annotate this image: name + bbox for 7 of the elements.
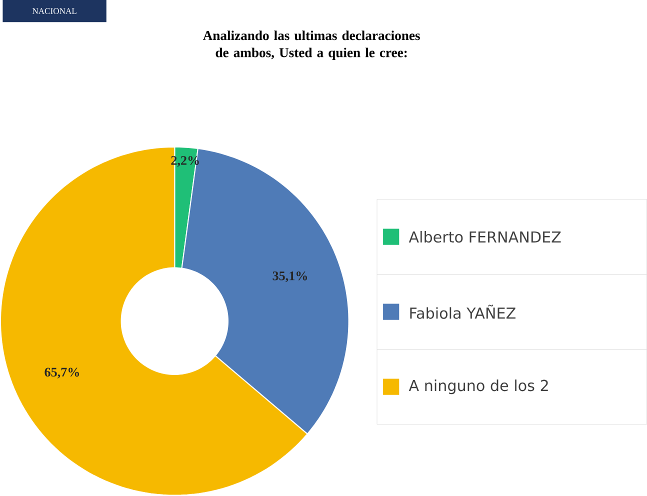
text: NACIONAL bbox=[32, 8, 76, 14]
legend-label: A ninguno de los 2 bbox=[408, 380, 548, 394]
data-label: 65,7% bbox=[44, 368, 80, 379]
chart-title: Analizando las ultimas declaraciones de ambos, Usted a quien le cree: bbox=[202, 30, 420, 60]
data-label: 35,1% bbox=[272, 272, 308, 282]
legend-label: Alberto FERNANDEZ bbox=[408, 231, 561, 243]
legend-label: Fabiola YAÑEZ bbox=[410, 304, 516, 319]
